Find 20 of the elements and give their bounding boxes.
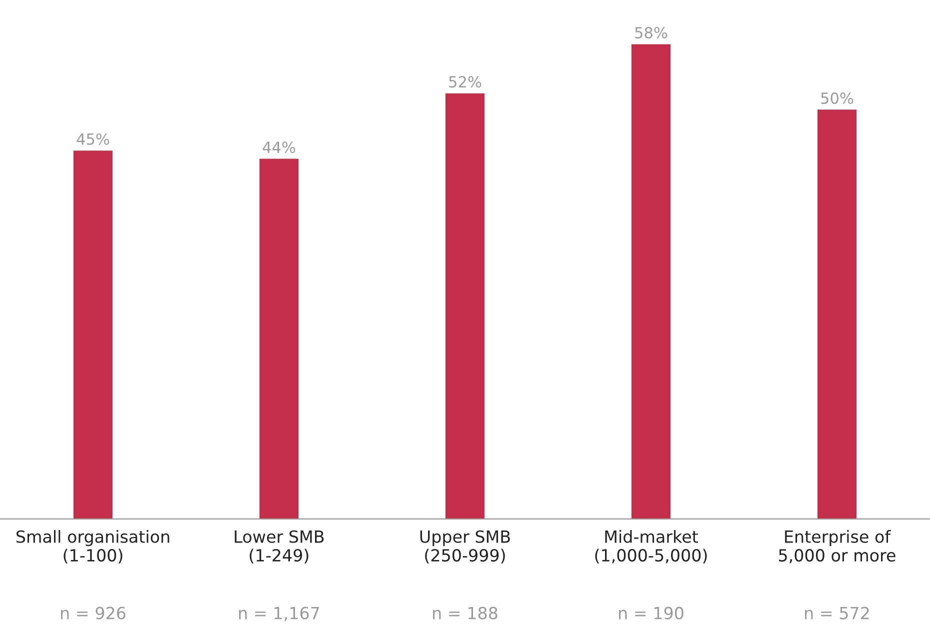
- data-label: 52%: [449, 76, 482, 88]
- data-label: 58%: [635, 26, 668, 38]
- bar: [73, 150, 113, 519]
- bar: [631, 44, 671, 519]
- bar: [817, 110, 857, 519]
- data-label: 45%: [76, 133, 110, 145]
- text: n = 190: [619, 606, 684, 620]
- x-tick-label: Mid-market (1,000-5,000): [595, 530, 707, 564]
- data-label: 50%: [821, 92, 854, 104]
- data-label: 44%: [262, 142, 296, 154]
- text: n = 572: [805, 606, 869, 620]
- bar: [445, 93, 485, 519]
- x-tick-label: Lower SMB (1-249): [234, 530, 324, 564]
- bar: [259, 158, 299, 519]
- text: n = 188: [433, 606, 498, 620]
- x-tick-label: Upper SMB (250-999): [420, 530, 510, 564]
- x-tick-label: Enterprise of 5,000 or more: [779, 530, 896, 564]
- text: n = 1,167: [239, 606, 319, 622]
- x-tick-label: Small organisation (1-100): [16, 530, 170, 564]
- text: n = 926: [61, 606, 126, 620]
